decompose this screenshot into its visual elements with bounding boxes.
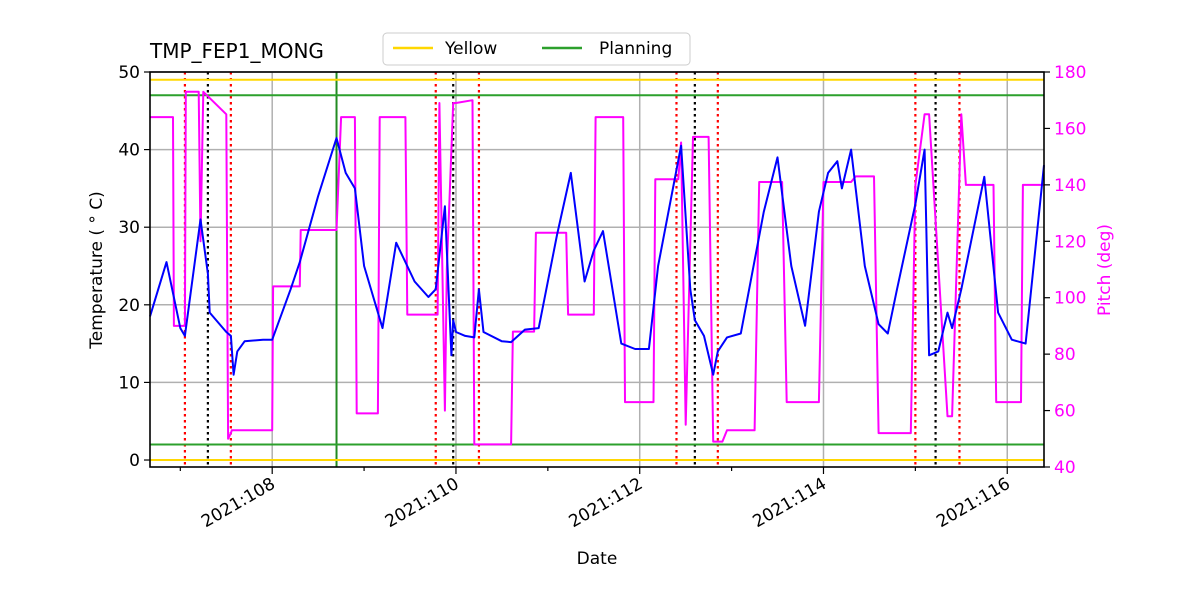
- y-tick-label: 20: [118, 296, 140, 316]
- y2-tick-label: 100: [1054, 289, 1086, 309]
- y2-tick-label: 80: [1054, 345, 1076, 365]
- event-markers: [183, 72, 961, 467]
- x-axis-label: Date: [577, 549, 618, 569]
- y-axis-left: 0 10 20 30 40 50: [118, 63, 150, 471]
- x-tick-label: 2021:116: [933, 474, 1014, 532]
- grid-lines: [150, 71, 1044, 467]
- y-tick-label: 40: [118, 141, 140, 161]
- limit-lines: [150, 78, 1044, 462]
- y2-tick-label: 60: [1054, 402, 1076, 422]
- y-tick-label: 50: [118, 63, 140, 83]
- x-tick-label: 2021:112: [566, 474, 647, 532]
- y2-tick-label: 160: [1054, 119, 1086, 139]
- data-series: [149, 90, 1045, 446]
- chart-title: TMP_FEP1_MONG: [149, 39, 324, 63]
- legend: Yellow Planning: [382, 32, 691, 66]
- y-axis-label: Temperature ( ° C): [87, 191, 107, 350]
- legend-label-yellow: Yellow: [444, 39, 497, 59]
- pitch-line: [150, 90, 1044, 446]
- plot-frame: [149, 71, 1045, 468]
- y2-axis-label: Pitch (deg): [1095, 224, 1115, 316]
- y-tick-label: 30: [118, 218, 140, 238]
- y-tick-label: 10: [118, 373, 140, 393]
- y2-tick-label: 140: [1054, 176, 1086, 196]
- x-tick-label: 2021:110: [382, 474, 463, 532]
- temperature-line: [149, 137, 1045, 376]
- x-axis: 2021:108 2021:110 2021:112 2021:114 2021:116: [179, 467, 1014, 532]
- y2-tick-label: 40: [1054, 458, 1076, 478]
- x-tick-label: 2021:108: [198, 474, 279, 532]
- y2-tick-label: 180: [1054, 63, 1086, 83]
- y-tick-label: 0: [129, 451, 140, 471]
- y-axis-right: 40 60 80 100 120 140 160 180: [1044, 63, 1086, 478]
- y2-tick-label: 120: [1054, 232, 1086, 252]
- legend-label-planning: Planning: [599, 39, 672, 59]
- x-tick-label: 2021:114: [749, 474, 830, 532]
